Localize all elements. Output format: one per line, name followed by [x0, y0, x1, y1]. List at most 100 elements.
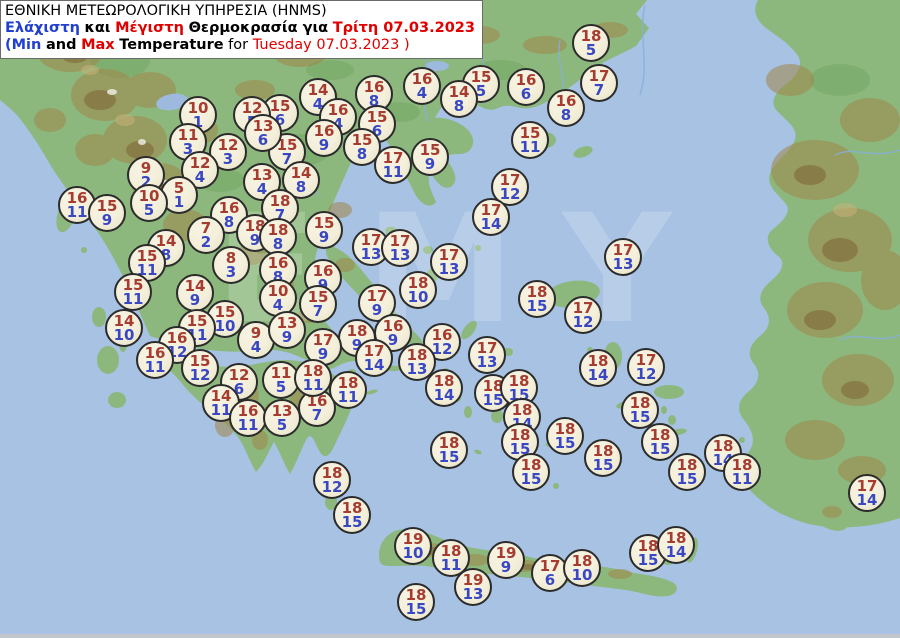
min-temp: 9 — [281, 328, 293, 346]
max-temp: 17 — [360, 231, 382, 249]
min-temp: 12 — [635, 365, 657, 383]
temp-badge: 18 10 — [563, 549, 601, 587]
min-temp: 11 — [519, 138, 541, 156]
temp-badge: 18 5 — [572, 24, 610, 62]
temp-badge: 17 7 — [580, 64, 618, 102]
temp-badge: 18 10 — [399, 271, 437, 309]
max-temp: 15 — [96, 197, 118, 215]
min-temp: 15 — [405, 600, 427, 618]
temp-badge: 19 9 — [487, 541, 525, 579]
min-temp: 8 — [272, 268, 284, 286]
min-temp: 10 — [402, 544, 424, 562]
min-temp: 15 — [520, 470, 542, 488]
max-temp: 16 — [166, 329, 188, 347]
min-temp: 7 — [312, 302, 324, 320]
min-temp: 4 — [312, 95, 324, 113]
min-temp: 15 — [676, 470, 698, 488]
max-temp: 16 — [218, 199, 240, 217]
min-temp: 8 — [295, 178, 307, 196]
min-temp: 15 — [482, 391, 504, 409]
temp-badge: 15 9 — [411, 138, 449, 176]
min-temp: 8 — [560, 106, 572, 124]
max-temp: 15 — [419, 141, 441, 159]
max-temp: 16 — [66, 189, 88, 207]
min-temp: 14 — [587, 366, 609, 384]
max-temp: 14 — [155, 232, 177, 250]
temp-badge: 18 15 — [641, 423, 679, 461]
min-temp: 13 — [389, 246, 411, 264]
temp-badge: 17 14 — [472, 198, 510, 236]
min-temp: 5 — [585, 41, 597, 59]
temp-badge: 18 11 — [294, 359, 332, 397]
max-temp: 15 — [136, 247, 158, 265]
max-temp: 15 — [313, 214, 335, 232]
max-temp: 16 — [267, 254, 289, 272]
temp-badge: 13 6 — [244, 114, 282, 152]
temp-badge: 18 8 — [259, 218, 297, 256]
temp-badge: 15 12 — [181, 349, 219, 387]
min-temp: 5 — [275, 378, 287, 396]
min-temp: 7 — [281, 150, 293, 168]
temperature-en: Temperature — [119, 37, 224, 53]
min-temp: 11 — [66, 203, 88, 221]
title-english: (Min and Max Temperature for Tuesday 07.… — [5, 37, 475, 54]
map-title-box: ΕΘΝΙΚΗ ΜΕΤΕΩΡΟΛΟΓΙΚΗ ΥΠΗΡΕΣΙΑ (HNMS) Ελά… — [0, 0, 483, 59]
max-temp: 16 — [555, 92, 577, 110]
temp-badge: 16 4 — [403, 67, 441, 105]
max-temp: 18 — [520, 456, 542, 474]
temp-badge: 18 15 — [512, 453, 550, 491]
max-temp: 15 — [366, 108, 388, 126]
min-temp: 15 — [438, 448, 460, 466]
temp-badge: 16 12 — [423, 323, 461, 361]
max-temp: 17 — [480, 201, 502, 219]
temp-badge: 16 8 — [547, 89, 585, 127]
temp-badge: 12 4 — [181, 151, 219, 189]
max-temp: 17 — [612, 241, 634, 259]
min-temp: 13 — [476, 353, 498, 371]
max-temp: 18 — [321, 464, 343, 482]
min-temp: 15 — [649, 440, 671, 458]
max-temp: 15 — [189, 352, 211, 370]
min-temp: 15 — [637, 551, 659, 569]
min-temp: 8 — [453, 97, 465, 115]
max-temp: 14 — [210, 387, 232, 405]
max-temp: 18 — [554, 420, 576, 438]
max-temp: 17 — [572, 299, 594, 317]
temp-badge: 17 6 — [531, 554, 569, 592]
max-temp: 8 — [225, 249, 237, 267]
min-temp: 13 — [462, 585, 484, 603]
max-temp: 18 — [731, 456, 753, 474]
min-temp: 14 — [480, 215, 502, 233]
max-temp: 17 — [588, 67, 610, 85]
min-temp: 9 — [189, 291, 201, 309]
title-greek: Ελάχιστη και Μέγιστη Θερμοκρασία για Τρί… — [5, 20, 475, 37]
max-temp: 18 — [592, 442, 614, 460]
max-temp: 18 — [302, 362, 324, 380]
min-temp: 8 — [272, 235, 284, 253]
min-temp: 9 — [318, 136, 330, 154]
max-temp: 18 — [433, 372, 455, 390]
temp-badge: 18 15 — [333, 496, 371, 534]
min-temp: 11 — [237, 416, 259, 434]
temp-badge: 16 11 — [229, 399, 267, 437]
temp-badge: 15 11 — [114, 273, 152, 311]
max-temp: 16 — [312, 262, 334, 280]
min-temp: 5 — [143, 201, 155, 219]
max-temp: 16 — [237, 402, 259, 420]
min-temp: 9 — [387, 331, 399, 349]
min-temp: 11 — [144, 358, 166, 376]
temp-badge: 17 13 — [468, 336, 506, 374]
max-temp: 16 — [327, 101, 349, 119]
min-temp: 9 — [500, 558, 512, 576]
min-temp: 8 — [160, 246, 172, 264]
temp-badge: 15 9 — [305, 211, 343, 249]
min-temp: 4 — [416, 84, 428, 102]
max-temp: 16 — [411, 70, 433, 88]
max-temp: 18 — [665, 529, 687, 547]
max-temp: 15 — [276, 136, 298, 154]
max-temp: 18 — [407, 274, 429, 292]
temp-badge: 15 9 — [88, 194, 126, 232]
min-temp: 2 — [200, 233, 212, 251]
